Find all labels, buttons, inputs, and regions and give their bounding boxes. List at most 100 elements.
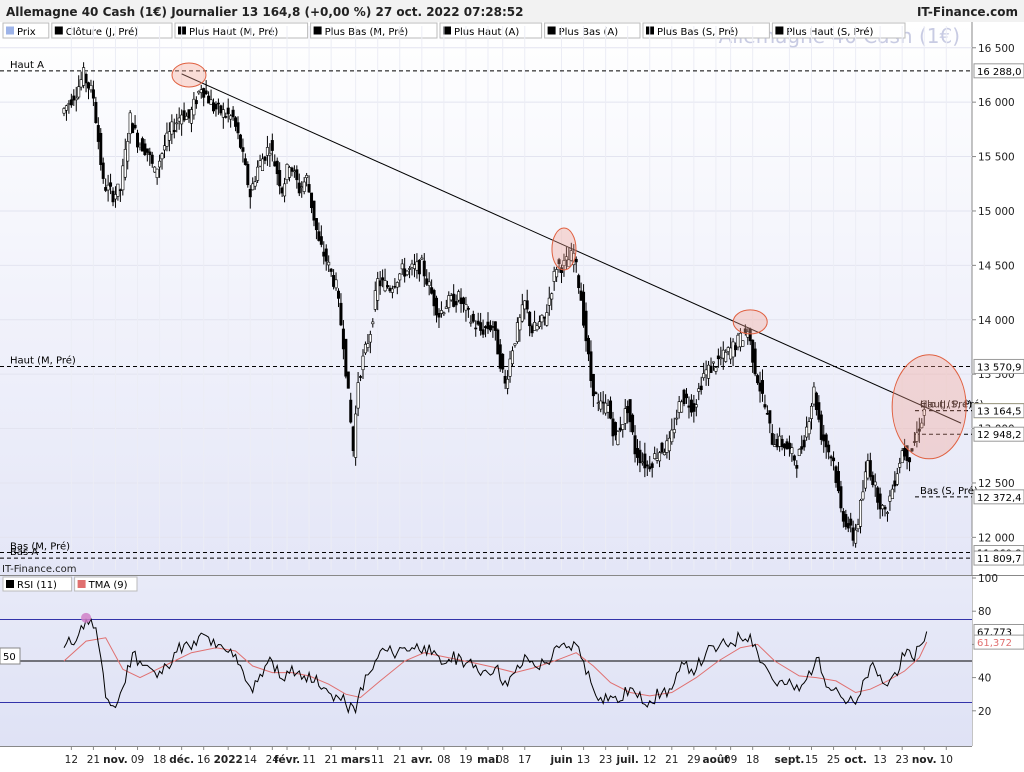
candle-body bbox=[773, 444, 777, 447]
candle-body bbox=[898, 462, 902, 468]
candle-body bbox=[408, 268, 412, 270]
candle-body bbox=[741, 340, 745, 347]
trendline[interactable] bbox=[181, 73, 962, 424]
candle-body bbox=[221, 109, 225, 118]
candle-body bbox=[435, 297, 439, 316]
candle-body bbox=[395, 282, 399, 288]
candle-body bbox=[143, 143, 147, 156]
x-tick-label: 19 bbox=[459, 754, 472, 766]
candle-body bbox=[160, 153, 164, 160]
x-tick-label: juil. bbox=[616, 754, 639, 766]
rsi-y-tick-label: 100 bbox=[978, 573, 998, 585]
candle-body bbox=[412, 264, 416, 269]
candle-body bbox=[645, 464, 649, 467]
candle-body bbox=[866, 460, 870, 479]
price-y-tick-label: 15 000 bbox=[978, 206, 1015, 218]
x-tick-label: 12 bbox=[643, 754, 656, 766]
legend-item-label: Plus Bas (M, Pré) bbox=[325, 26, 409, 38]
candle-body bbox=[118, 189, 122, 192]
title-bar bbox=[0, 0, 1024, 22]
candle-body bbox=[506, 378, 510, 389]
candle-body bbox=[153, 166, 157, 173]
candle-body bbox=[172, 129, 176, 133]
candle-body bbox=[638, 449, 642, 464]
candle-body bbox=[827, 444, 831, 453]
candle-body bbox=[381, 277, 385, 281]
candle-body bbox=[738, 332, 742, 348]
candle-body bbox=[111, 190, 115, 203]
x-tick-label: 29 bbox=[687, 754, 700, 766]
x-tick-label: 21 bbox=[87, 754, 100, 766]
candle-body bbox=[841, 511, 845, 522]
candle-body bbox=[84, 73, 88, 84]
candle-body bbox=[829, 456, 833, 459]
candle-body bbox=[665, 440, 669, 453]
candle-body bbox=[881, 505, 885, 510]
candle-body bbox=[476, 320, 480, 325]
candle-body bbox=[410, 263, 414, 268]
candle-body bbox=[376, 278, 380, 301]
candle-body bbox=[305, 175, 309, 178]
legend-bar: Prix Clôture (J, Pré) Plus Haut (M, Pré) Pl… bbox=[2, 22, 906, 39]
candle-body bbox=[481, 329, 485, 335]
candle-body bbox=[574, 258, 578, 263]
candle-body bbox=[515, 322, 519, 343]
candle-body bbox=[552, 271, 556, 282]
candle-body bbox=[878, 493, 882, 510]
candle-body bbox=[658, 452, 662, 462]
candle-body bbox=[194, 100, 198, 105]
candle-body bbox=[484, 326, 488, 329]
candle-body bbox=[158, 160, 162, 168]
price-axis-panel bbox=[972, 22, 1024, 575]
candle-body bbox=[329, 268, 333, 272]
candle-body bbox=[844, 514, 848, 527]
candle-body bbox=[351, 426, 355, 452]
legend-item-swatch bbox=[313, 26, 322, 35]
candle-body bbox=[145, 148, 149, 153]
x-tick-label: sept. bbox=[774, 754, 804, 766]
candle-body bbox=[876, 487, 880, 503]
x-tick-label: 24 bbox=[266, 754, 280, 766]
price-y-tick-label: 15 500 bbox=[978, 152, 1015, 164]
x-tick-label: 23 bbox=[895, 754, 908, 766]
candle-body bbox=[344, 338, 348, 377]
candle-body bbox=[131, 123, 135, 134]
candle-body bbox=[765, 412, 769, 415]
level-value-label: 12 372,4 bbox=[977, 493, 1022, 504]
candle-body bbox=[327, 261, 331, 266]
legend-item-box bbox=[51, 22, 173, 39]
candle-body bbox=[354, 413, 358, 458]
candle-body bbox=[523, 300, 527, 310]
candle-body bbox=[871, 475, 875, 485]
candle-body bbox=[508, 358, 512, 377]
legend-item-swatch bbox=[54, 26, 63, 35]
candle-body bbox=[621, 424, 625, 430]
candle-body bbox=[378, 280, 382, 287]
x-tick-label: 21 bbox=[393, 754, 406, 766]
candle-body bbox=[248, 188, 252, 198]
candle-body bbox=[513, 343, 517, 346]
candle-body bbox=[604, 402, 608, 414]
candle-body bbox=[349, 399, 353, 423]
highlight-ellipses bbox=[171, 62, 967, 460]
candle-body bbox=[162, 145, 166, 151]
candle-body bbox=[910, 448, 914, 452]
candle-body bbox=[332, 275, 336, 287]
candle-body bbox=[616, 431, 620, 445]
candle-body bbox=[783, 443, 787, 449]
candle-body bbox=[763, 404, 767, 408]
candle-body bbox=[366, 343, 370, 348]
candle-body bbox=[724, 352, 728, 362]
price-y-tick-label: 14 500 bbox=[978, 260, 1015, 272]
candle-body bbox=[900, 450, 904, 464]
candle-body bbox=[562, 260, 566, 266]
candle-body bbox=[109, 182, 113, 187]
x-tick-label: 09 bbox=[724, 754, 737, 766]
candle-body bbox=[449, 295, 453, 301]
candle-body bbox=[295, 169, 299, 181]
candle-body bbox=[439, 310, 443, 314]
level-name: Bas (S, Pré) bbox=[920, 485, 978, 497]
level-name: Bas (M, Pré) bbox=[10, 541, 70, 553]
candle-body bbox=[545, 312, 549, 326]
x-tick-label: 17 bbox=[518, 754, 531, 766]
